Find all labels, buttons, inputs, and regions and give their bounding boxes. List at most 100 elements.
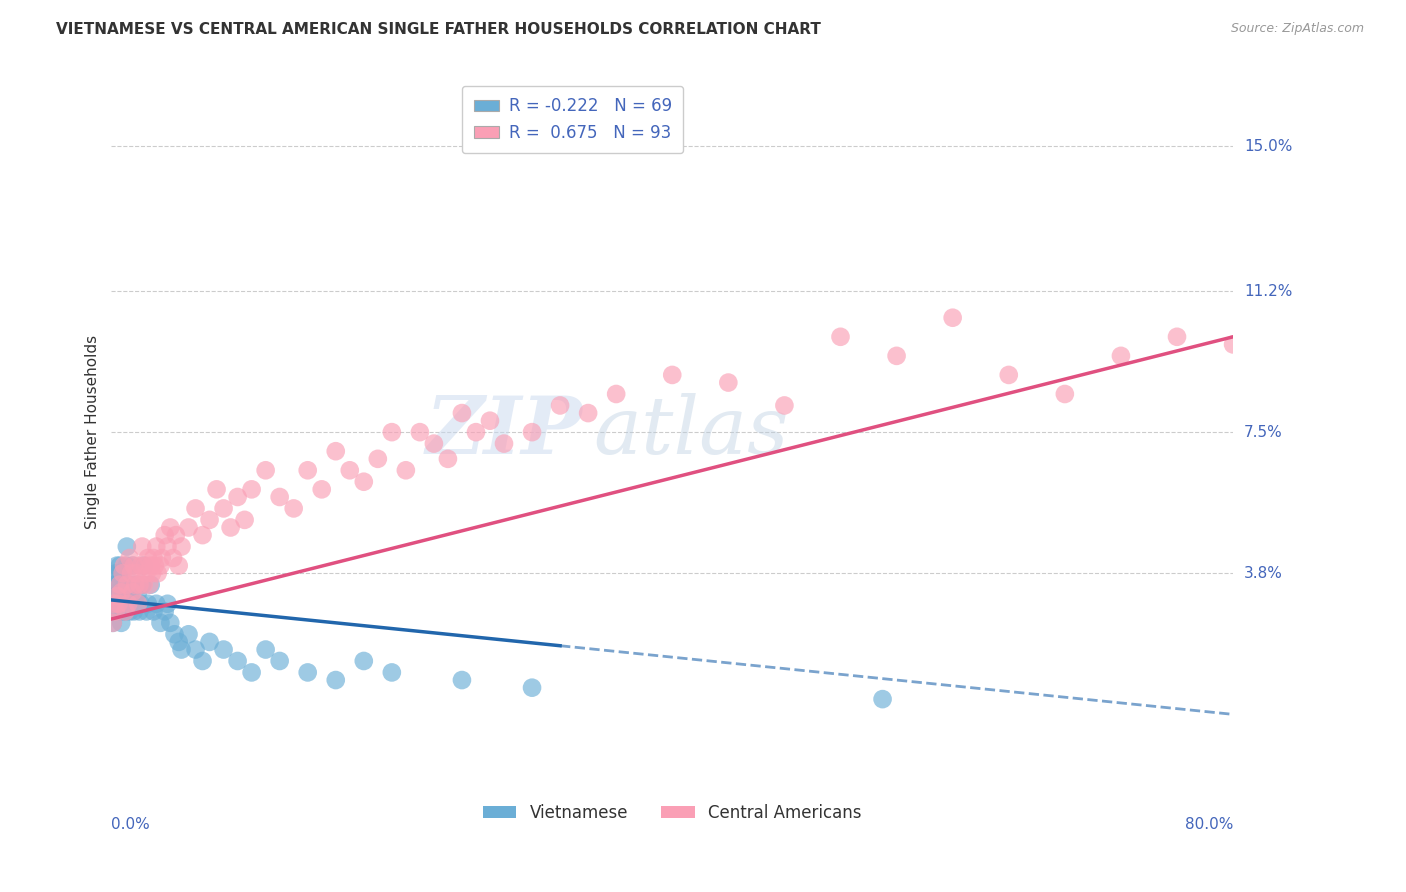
Point — [120, 597, 142, 611]
Point — [117, 597, 139, 611]
Point — [325, 444, 347, 458]
Point — [165, 528, 187, 542]
Point — [134, 558, 156, 573]
Point — [240, 483, 263, 497]
Point — [381, 665, 404, 680]
Text: 15.0%: 15.0% — [1244, 138, 1292, 153]
Point — [108, 577, 131, 591]
Point — [167, 635, 190, 649]
Text: 80.0%: 80.0% — [1185, 817, 1233, 832]
Point — [367, 451, 389, 466]
Point — [212, 642, 235, 657]
Point — [127, 585, 149, 599]
Point — [465, 425, 488, 439]
Point — [131, 577, 153, 591]
Point — [297, 665, 319, 680]
Point — [114, 585, 136, 599]
Point — [1222, 337, 1244, 351]
Point — [143, 558, 166, 573]
Point — [124, 577, 146, 591]
Point — [167, 558, 190, 573]
Point — [115, 540, 138, 554]
Point — [1376, 310, 1399, 325]
Point — [254, 642, 277, 657]
Point — [128, 577, 150, 591]
Point — [156, 540, 179, 554]
Point — [111, 604, 134, 618]
Point — [139, 558, 162, 573]
Point — [103, 577, 125, 591]
Point — [184, 642, 207, 657]
Point — [104, 604, 127, 618]
Point — [149, 615, 172, 630]
Point — [997, 368, 1019, 382]
Point — [128, 604, 150, 618]
Point — [325, 673, 347, 687]
Point — [1334, 292, 1357, 306]
Point — [121, 577, 143, 591]
Text: 11.2%: 11.2% — [1244, 284, 1292, 299]
Point — [177, 520, 200, 534]
Point — [451, 406, 474, 420]
Point — [478, 414, 501, 428]
Text: ZIP: ZIP — [426, 393, 582, 471]
Point — [121, 585, 143, 599]
Point — [107, 566, 129, 581]
Point — [219, 520, 242, 534]
Point — [233, 513, 256, 527]
Text: Source: ZipAtlas.com: Source: ZipAtlas.com — [1230, 22, 1364, 36]
Point — [170, 642, 193, 657]
Point — [131, 540, 153, 554]
Point — [110, 615, 132, 630]
Point — [103, 597, 125, 611]
Point — [423, 436, 446, 450]
Point — [118, 551, 141, 566]
Point — [153, 604, 176, 618]
Point — [605, 387, 627, 401]
Point — [311, 483, 333, 497]
Point — [520, 681, 543, 695]
Point — [269, 654, 291, 668]
Point — [112, 577, 135, 591]
Point — [1278, 349, 1301, 363]
Point — [437, 451, 460, 466]
Point — [353, 475, 375, 489]
Point — [135, 604, 157, 618]
Point — [107, 604, 129, 618]
Point — [104, 604, 127, 618]
Text: atlas: atlas — [593, 393, 789, 471]
Point — [226, 490, 249, 504]
Point — [108, 597, 131, 611]
Point — [269, 490, 291, 504]
Point — [145, 597, 167, 611]
Point — [163, 627, 186, 641]
Point — [136, 551, 159, 566]
Point — [127, 597, 149, 611]
Point — [548, 399, 571, 413]
Point — [141, 566, 163, 581]
Point — [381, 425, 404, 439]
Point — [1109, 349, 1132, 363]
Point — [112, 558, 135, 573]
Point — [124, 597, 146, 611]
Text: 0.0%: 0.0% — [111, 817, 150, 832]
Text: VIETNAMESE VS CENTRAL AMERICAN SINGLE FATHER HOUSEHOLDS CORRELATION CHART: VIETNAMESE VS CENTRAL AMERICAN SINGLE FA… — [56, 22, 821, 37]
Point — [942, 310, 965, 325]
Point — [150, 551, 173, 566]
Point — [339, 463, 361, 477]
Point — [149, 558, 172, 573]
Point — [717, 376, 740, 390]
Point — [283, 501, 305, 516]
Point — [110, 566, 132, 581]
Point — [117, 577, 139, 591]
Point — [661, 368, 683, 382]
Point — [409, 425, 432, 439]
Point — [125, 566, 148, 581]
Point — [159, 615, 181, 630]
Point — [205, 483, 228, 497]
Point — [1053, 387, 1076, 401]
Point — [122, 604, 145, 618]
Point — [240, 665, 263, 680]
Point — [115, 577, 138, 591]
Point — [121, 558, 143, 573]
